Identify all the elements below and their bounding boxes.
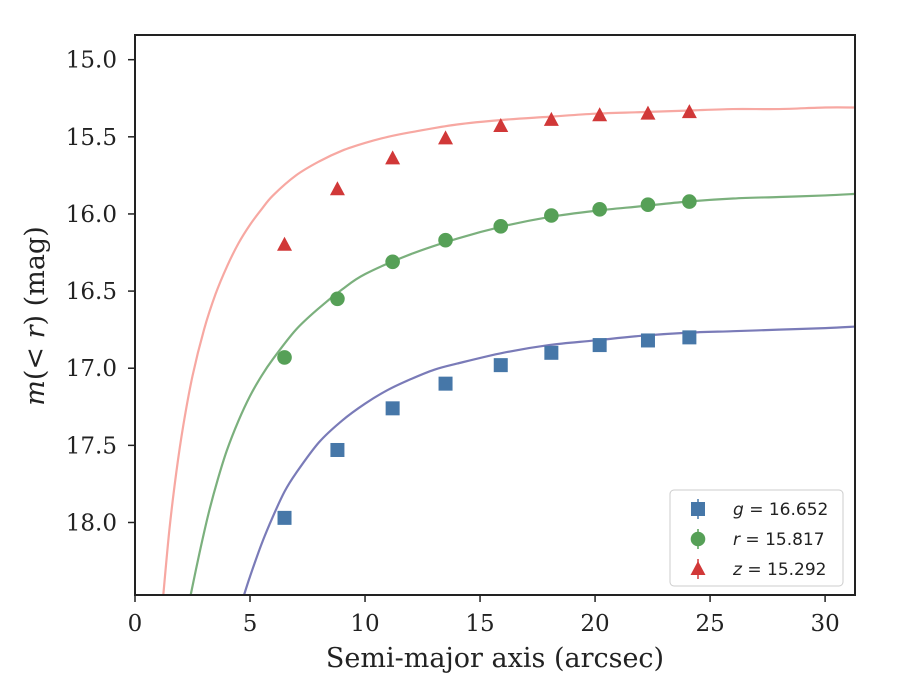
data-point-g [277,510,292,525]
legend-label-g: g = 16.652 [733,500,828,520]
legend-equals: = [744,500,769,520]
data-point-g [493,358,508,373]
data-point-g [592,338,607,353]
x-tick-label: 25 [695,611,724,637]
data-point-z [438,130,454,145]
data-point-z [592,107,608,122]
y-axis-label: m(< r) (mag) [20,226,51,405]
data-point-z [277,236,293,251]
x-tick-label: 5 [243,611,258,637]
y-tick-label: 18.0 [66,510,117,536]
fit-curve-z [162,106,856,596]
legend-value: 15.292 [767,560,826,580]
data-points [277,104,697,525]
data-point-r [592,202,607,217]
legend-var: z [732,560,743,580]
legend-marker-r [690,531,706,547]
fit-curve-g [242,325,856,596]
data-point-z [385,150,401,165]
data-point-z [640,105,656,120]
plot-frame [134,34,856,596]
legend-value: 15.817 [765,530,824,550]
legend-marker-z [690,561,706,575]
y-axis-label-suffix: ) (mag) [20,226,51,325]
data-point-g [544,345,559,360]
data-point-z [543,111,559,126]
legend-box [669,489,844,587]
y-tick-label: 17.0 [66,356,117,382]
data-point-r [330,291,345,307]
data-point-r [493,218,509,234]
y-axis-label-var: r [20,323,51,338]
y-axis-label-prefix: m [20,380,51,406]
data-point-g [640,333,655,348]
legend-var: r [733,530,741,550]
legend: g = 16.652 r = 15.817 z = 15.292 [669,489,844,587]
x-tick-label: 15 [465,611,494,637]
data-point-r [544,208,559,223]
data-point-r [277,350,292,365]
x-tick-label: 30 [810,611,839,637]
legend-label-r: r = 15.817 [733,530,825,550]
legend-var: g [733,500,744,520]
y-tick-label: 16.5 [66,279,117,305]
y-tick-label: 16.0 [66,202,117,228]
legend-equals: = [740,530,765,550]
x-tick-label: 10 [350,611,379,637]
y-tick-label: 17.5 [66,433,117,459]
y-tick-label: 15.0 [66,48,117,74]
x-axis-ticks: 0 5 10 15 20 25 30 [128,595,840,637]
data-point-g [682,330,697,345]
legend-equals: = [742,560,767,580]
data-point-g [438,376,453,391]
data-point-z [493,118,509,133]
y-axis-label-mid: (< [20,338,51,380]
y-axis-ticks: 15.0 15.5 16.0 16.5 17.0 17.5 18.0 [66,48,135,536]
legend-label-z: z = 15.292 [732,560,826,580]
data-point-z [681,104,697,119]
legend-value: 16.652 [769,500,828,520]
data-point-g [330,442,345,457]
data-point-g [385,401,400,416]
data-point-r [682,194,697,209]
data-point-r [640,197,656,212]
data-point-z [329,181,345,196]
x-tick-label: 20 [580,611,609,637]
x-axis-label: Semi-major axis (arcsec) [326,643,664,674]
y-tick-label: 15.5 [66,125,117,151]
legend-marker-g [691,502,705,516]
x-tick-label: 0 [128,611,143,637]
data-point-r [385,254,400,270]
data-point-r [438,232,453,248]
